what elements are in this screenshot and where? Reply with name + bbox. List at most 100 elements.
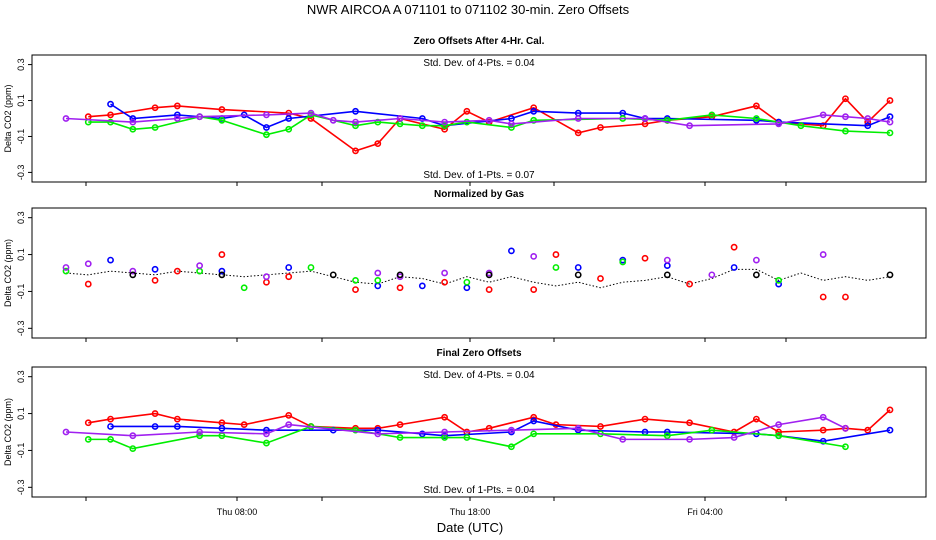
data-point-green bbox=[463, 434, 471, 441]
data-point-blue bbox=[173, 111, 181, 119]
data-point-purple bbox=[285, 421, 293, 429]
data-point-green bbox=[708, 426, 716, 434]
data-point-red bbox=[107, 415, 114, 423]
y-tick-label: -0.3 bbox=[16, 321, 26, 337]
data-point-purple bbox=[396, 115, 404, 122]
data-point-red bbox=[864, 118, 872, 126]
data-point-green bbox=[84, 435, 92, 443]
data-point-red bbox=[84, 280, 92, 288]
data-point-purple bbox=[263, 273, 270, 281]
data-point-blue bbox=[263, 124, 270, 131]
data-point-red bbox=[218, 106, 226, 113]
data-point-green bbox=[374, 118, 382, 126]
data-point-purple bbox=[574, 424, 582, 432]
data-point-purple bbox=[508, 426, 515, 434]
series-line-red bbox=[88, 409, 891, 433]
data-point-red bbox=[173, 102, 181, 110]
data-point-green bbox=[396, 434, 404, 441]
data-point-green bbox=[285, 125, 293, 133]
data-point-blue bbox=[218, 424, 226, 432]
data-point-blue bbox=[530, 107, 538, 115]
data-point-green bbox=[196, 267, 204, 275]
data-point-blue bbox=[374, 426, 382, 434]
data-point-purple bbox=[574, 115, 582, 122]
data-point-red bbox=[752, 415, 760, 423]
data-point-red bbox=[285, 273, 293, 281]
data-point-purple bbox=[329, 116, 337, 124]
data-point-blue bbox=[886, 426, 894, 434]
data-point-purple bbox=[686, 435, 693, 443]
annotation-1pts: Std. Dev. of 1-Pts. = 0.07 bbox=[423, 170, 535, 181]
data-point-purple bbox=[84, 260, 92, 268]
data-point-purple bbox=[641, 115, 649, 122]
series-green bbox=[84, 111, 894, 139]
data-point-blue bbox=[151, 423, 159, 430]
data-point-red bbox=[107, 111, 114, 119]
x-axis-label: Date (UTC) bbox=[437, 520, 503, 535]
panel-2: Normalized by Gas Delta CO2 (ppm) -0.3 -0.1… bbox=[3, 189, 927, 342]
data-point-red bbox=[864, 426, 872, 434]
data-point-green bbox=[530, 430, 538, 438]
data-point-blue bbox=[418, 115, 426, 122]
data-point-purple bbox=[842, 424, 849, 432]
data-point-blue bbox=[285, 264, 293, 271]
data-point-red bbox=[173, 267, 181, 275]
x-tick-label: Thu 18:00 bbox=[450, 507, 491, 517]
data-point-blue bbox=[352, 107, 359, 115]
y-axis-label: Delta CO2 (ppm) bbox=[3, 239, 13, 307]
data-point-green bbox=[508, 443, 515, 451]
panel-frame bbox=[31, 54, 927, 183]
data-point-black bbox=[663, 271, 671, 279]
data-point-green bbox=[530, 116, 538, 124]
annotation-4pts: Std. Dev. of 4-Pts. = 0.04 bbox=[423, 370, 535, 381]
data-point-green bbox=[218, 116, 226, 124]
y-tick-label: 0.3 bbox=[16, 211, 26, 224]
data-point-purple bbox=[441, 118, 448, 126]
data-point-purple bbox=[686, 122, 693, 130]
data-point-red bbox=[151, 410, 159, 417]
data-point-red bbox=[84, 419, 92, 427]
data-point-purple bbox=[129, 267, 137, 275]
data-point-red bbox=[263, 278, 270, 286]
data-point-black bbox=[129, 271, 137, 279]
data-point-purple bbox=[530, 253, 538, 260]
data-point-purple bbox=[263, 111, 270, 119]
data-point-purple bbox=[129, 118, 137, 126]
reference-line bbox=[65, 268, 891, 289]
data-point-purple bbox=[62, 264, 70, 271]
series-line-blue bbox=[110, 103, 891, 129]
y-tick-label: -0.1 bbox=[16, 129, 26, 145]
y-tick-label: 0.1 bbox=[16, 407, 26, 420]
data-point-red bbox=[352, 147, 359, 155]
series-line-green bbox=[88, 425, 846, 450]
y-tick-label: 0.3 bbox=[16, 58, 26, 71]
data-point-green bbox=[352, 426, 359, 434]
data-point-purple bbox=[374, 269, 382, 277]
data-point-black bbox=[485, 271, 493, 279]
series-red bbox=[84, 243, 849, 301]
data-point-purple bbox=[663, 256, 671, 264]
data-point-purple bbox=[819, 251, 827, 258]
chart-main-title: NWR AIRCOA A 071101 to 071102 30-min. Ze… bbox=[306, 2, 630, 17]
data-point-green bbox=[129, 125, 137, 133]
data-point-green bbox=[463, 278, 471, 286]
data-point-purple bbox=[842, 113, 849, 121]
series-line-purple bbox=[65, 112, 891, 127]
data-point-blue bbox=[864, 122, 872, 130]
panel-frame bbox=[31, 366, 927, 498]
data-point-black bbox=[574, 271, 582, 279]
data-point-purple bbox=[129, 432, 137, 440]
data-point-blue bbox=[107, 423, 114, 430]
data-point-red bbox=[441, 125, 448, 133]
data-point-red bbox=[151, 104, 159, 112]
data-point-red bbox=[686, 419, 693, 427]
data-point-green bbox=[708, 111, 716, 119]
data-point-purple bbox=[263, 430, 270, 438]
data-point-purple bbox=[864, 115, 872, 122]
data-point-blue bbox=[173, 423, 181, 430]
data-point-blue bbox=[218, 267, 226, 275]
data-point-green bbox=[663, 432, 671, 440]
data-point-purple bbox=[619, 435, 627, 443]
data-point-red bbox=[597, 423, 604, 430]
